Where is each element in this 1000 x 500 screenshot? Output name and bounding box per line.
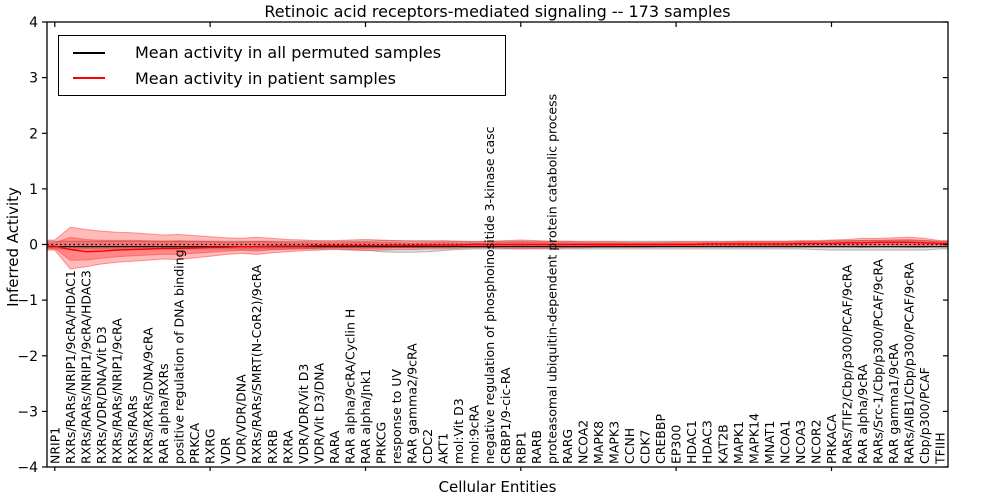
x-tick-label: positive regulation of DNA binding	[172, 249, 187, 464]
y-tick-label: −1	[17, 293, 38, 309]
y-tick-label: 1	[29, 182, 38, 198]
patient-line-swatch	[73, 77, 105, 80]
y-tick-label: 0	[29, 238, 38, 254]
legend-item-permuted-samples: Mean activity in all permuted samples	[59, 43, 505, 62]
patient-mean-line	[47, 241, 948, 253]
x-tick-label: negative regulation of phosphoinositide …	[482, 126, 497, 464]
x-tick-label: CCNH	[622, 428, 637, 464]
x-tick-label: RXRs/RARs/NRIP1/9cRA/HDAC1	[63, 270, 78, 464]
x-tick-label: CREBBP	[653, 414, 668, 464]
x-tick-label: TFIIH	[933, 432, 948, 465]
chart-title: Retinoic acid receptors-mediated signali…	[264, 2, 731, 21]
x-tick-label: NRIP1	[47, 427, 62, 464]
x-tick-label: CRBP1/9-cic-RA	[498, 367, 513, 464]
x-tick-label: PRKACA	[824, 414, 839, 464]
x-tick-label: NCOA1	[777, 420, 792, 464]
y-tick-label: 2	[29, 126, 38, 142]
x-tick-label: RAR gamma2/9cRA	[405, 343, 420, 464]
y-tick-label: 3	[29, 71, 38, 87]
x-tick-label: RAR alpha/Jnk1	[358, 369, 373, 464]
x-tick-label: RAR alpha/9cRA	[855, 364, 870, 464]
x-tick-label: VDR	[218, 437, 233, 464]
x-tick-label: HDAC1	[684, 420, 699, 464]
legend: Mean activity in all permuted samples Me…	[58, 35, 506, 96]
x-tick-label: RARB	[529, 430, 544, 464]
x-tick-label: CDK7	[638, 429, 653, 464]
x-tick-label: VDR/Vit D3/DNA	[311, 363, 326, 464]
x-tick-label: VDR/VDR/DNA	[234, 374, 249, 464]
x-tick-label: RXRG	[203, 428, 218, 464]
y-axis-title: Inferred Activity	[4, 187, 22, 307]
legend-item-patient-samples: Mean activity in patient samples	[59, 69, 505, 88]
x-tick-label: RARG	[560, 429, 575, 464]
x-tick-label: HDAC3	[700, 420, 715, 464]
x-tick-label: PRKCG	[374, 422, 389, 464]
y-tick-label: −2	[17, 349, 38, 365]
x-tick-label: Cbp/p300/PCAF	[917, 367, 932, 464]
x-tick-label: RXRs/RARs	[125, 395, 140, 464]
x-tick-label: NCOA3	[793, 420, 808, 464]
x-tick-label: RXRs/RXRs/DNA/9cRA	[141, 327, 156, 464]
x-tick-label: RARs/AIB1/Cbp/p300/PCAF/9cRA	[902, 262, 917, 464]
x-tick-label: MNAT1	[762, 421, 777, 464]
x-tick-label: RXRs/RARs/NRIP1/9cRA	[109, 318, 124, 464]
y-tick-label: −4	[17, 460, 38, 476]
legend-label-patient: Mean activity in patient samples	[135, 68, 396, 88]
x-tick-label: KAT2B	[715, 424, 730, 464]
x-tick-label: RAR alpha/RXRs	[156, 363, 171, 464]
x-tick-label: RXRA	[280, 430, 295, 464]
x-tick-label: MAPK8	[591, 421, 606, 464]
x-tick-label: CDC2	[420, 429, 435, 464]
x-tick-label: RARs/Src-1/Cbp/p300/PCAF/9cRA	[871, 258, 886, 464]
x-tick-label: mol:9cRA	[467, 404, 482, 464]
x-tick-label: MAPK1	[731, 421, 746, 464]
x-tick-label: RXRs/RARs/SMRT(N-CoR2)/9cRA	[249, 264, 264, 464]
x-tick-label: VDR/VDR/Vit D3	[296, 364, 311, 464]
x-tick-label: MAPK3	[607, 421, 622, 464]
x-tick-label: RARA	[327, 430, 342, 464]
x-tick-label: RAR alpha/9cRA/Cyclin H	[342, 309, 357, 464]
permuted-line-swatch	[73, 51, 105, 54]
x-tick-label: NCOA2	[575, 420, 590, 464]
x-tick-label: MAPK14	[746, 413, 761, 464]
x-tick-label: AKT1	[436, 433, 451, 464]
x-tick-label: RBP1	[513, 431, 528, 464]
x-tick-label: RAR gamma1/9cRA	[886, 343, 901, 464]
x-tick-label: PRKCA	[187, 423, 202, 464]
x-tick-label: proteasomal ubiquitin-dependent protein …	[544, 94, 559, 464]
x-tick-label: mol:Vit D3	[451, 398, 466, 464]
x-tick-label: RXRB	[265, 429, 280, 464]
x-tick-label: RXRs/VDR/DNA/Vit D3	[94, 326, 109, 464]
x-tick-label: NCOR2	[809, 419, 824, 464]
x-tick-label: response to UV	[389, 369, 404, 464]
legend-label-permuted: Mean activity in all permuted samples	[135, 43, 442, 63]
y-tick-label: 4	[29, 15, 38, 31]
x-tick-label: RXRs/RARs/NRIP1/9cRA/HDAC3	[78, 270, 93, 464]
x-axis-title: Cellular Entities	[438, 478, 557, 496]
x-tick-label: EP300	[669, 425, 684, 464]
x-tick-label: RARs/TIF2/Cbp/p300/PCAF/9cRA	[840, 264, 855, 464]
y-tick-label: −3	[17, 404, 38, 420]
plot-border	[46, 21, 949, 468]
